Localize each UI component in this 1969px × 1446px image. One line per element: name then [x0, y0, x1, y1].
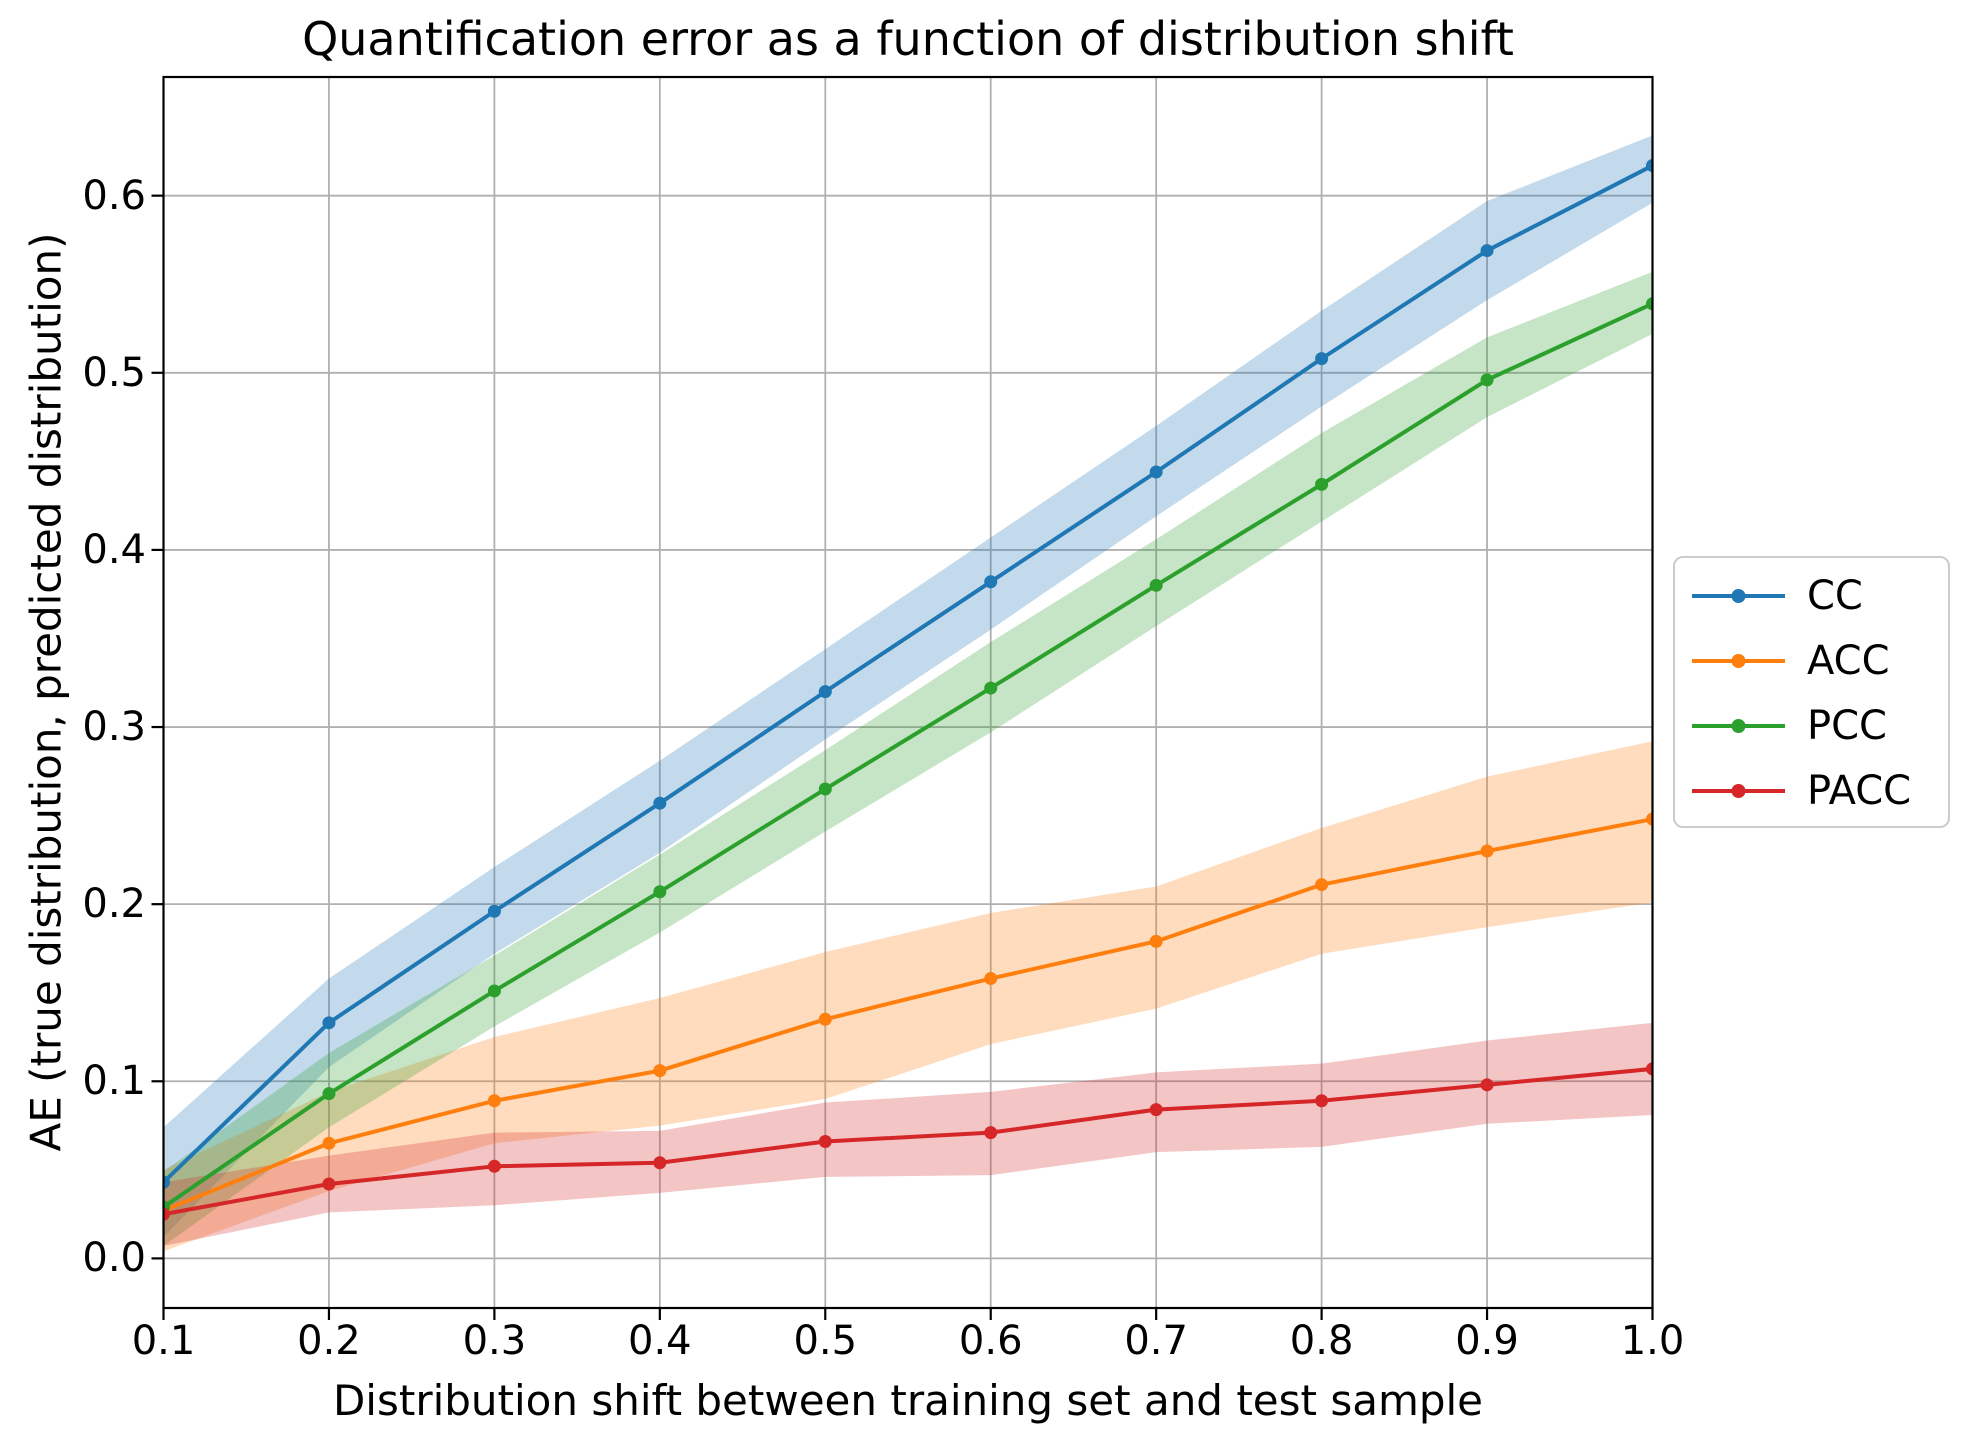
cc-marker: [1646, 159, 1653, 173]
pcc-marker: [1315, 477, 1329, 491]
chart-title: Quantification error as a function of di…: [302, 12, 1514, 66]
x-tick-label: 0.8: [1289, 1318, 1354, 1364]
acc-marker: [984, 972, 998, 986]
legend-label-pcc: PCC: [1807, 702, 1887, 749]
pcc-marker: [1480, 373, 1494, 387]
pcc-marker: [818, 782, 832, 796]
legend-entry-acc: ACC: [1692, 628, 1948, 693]
legend-label-acc: ACC: [1807, 637, 1890, 684]
legend-entry-pacc: PACC: [1692, 758, 1948, 823]
cc-marker: [1480, 244, 1494, 258]
y-tick-label: 0.5: [82, 349, 146, 396]
axes-frame: [151, 75, 1654, 1320]
pcc-line: [163, 301, 1653, 1209]
pacc-marker: [818, 1135, 832, 1149]
y-tick-label: 0.0: [82, 1235, 146, 1282]
x-tick-label: 0.2: [297, 1318, 361, 1364]
pcc-marker: [487, 984, 501, 998]
pcc-marker: [1149, 578, 1163, 592]
legend-marker-dot: [1731, 783, 1746, 798]
pacc-marker: [322, 1177, 336, 1191]
y-tick-label: 0.6: [82, 172, 146, 219]
legend-marker-dot: [1731, 588, 1746, 603]
pcc-marker: [322, 1087, 336, 1101]
legend-marker-dot: [1731, 718, 1746, 733]
legend-label-cc: CC: [1807, 572, 1863, 619]
pcc-marker: [653, 885, 667, 899]
pcc-marker: [984, 681, 998, 695]
x-tick-label: 0.1: [131, 1318, 196, 1364]
confidence-bands: [163, 135, 1653, 1252]
pacc-marker: [1149, 1103, 1163, 1117]
pcc-band: [163, 271, 1653, 1247]
pacc-marker: [653, 1156, 667, 1170]
x-tick-label: 0.7: [1124, 1318, 1188, 1364]
x-tick-label: 0.6: [958, 1318, 1023, 1364]
pacc-line-swatch: [1692, 783, 1785, 798]
cc-band: [163, 135, 1653, 1238]
acc-marker: [322, 1136, 336, 1150]
pacc-marker: [1480, 1078, 1494, 1092]
cc-line: [163, 163, 1653, 1184]
x-tick-label: 0.5: [793, 1318, 858, 1364]
pacc-marker: [984, 1126, 998, 1140]
cc-marker: [163, 1175, 170, 1189]
acc-marker: [1480, 844, 1494, 858]
x-tick-label: 1.0: [1620, 1318, 1685, 1364]
y-tick-label: 0.3: [82, 704, 146, 751]
legend-entry-pcc: PCC: [1692, 693, 1948, 758]
legend: CC ACC PCC PACC: [1673, 556, 1950, 828]
acc-marker: [653, 1064, 667, 1078]
acc-marker: [487, 1094, 501, 1108]
pcc-line-swatch: [1692, 718, 1785, 733]
cc-marker: [322, 1016, 336, 1030]
acc-marker: [1315, 878, 1329, 892]
acc-band: [163, 741, 1653, 1252]
cc-marker: [653, 796, 667, 810]
acc-line: [163, 817, 1653, 1213]
y-tick-label: 0.1: [82, 1058, 146, 1105]
cc-marker: [984, 575, 998, 589]
cc-marker: [487, 904, 501, 918]
legend-label-pacc: PACC: [1807, 767, 1912, 814]
plot-border: [162, 75, 1654, 1310]
y-tick-label: 0.4: [82, 526, 146, 573]
y-tick-label: 0.2: [82, 881, 146, 928]
pacc-marker: [163, 1207, 170, 1221]
x-tick-label: 0.3: [462, 1318, 527, 1364]
cc-marker: [1315, 352, 1329, 366]
cc-marker: [1149, 465, 1163, 479]
pacc-line: [163, 1066, 1653, 1217]
pcc-marker: [1646, 297, 1653, 311]
legend-entry-cc: CC: [1692, 563, 1948, 628]
pacc-marker: [487, 1159, 501, 1173]
acc-marker: [1646, 812, 1653, 826]
pacc-marker: [1646, 1062, 1653, 1076]
acc-marker: [1149, 934, 1163, 948]
pacc-marker: [1315, 1094, 1329, 1108]
x-tick-label: 0.9: [1455, 1318, 1519, 1364]
acc-marker: [818, 1012, 832, 1026]
series-lines: [163, 159, 1653, 1221]
legend-marker-dot: [1731, 653, 1746, 668]
pacc-band: [163, 1022, 1653, 1247]
cc-line-swatch: [1692, 588, 1785, 603]
cc-marker: [818, 685, 832, 699]
x-axis-label: Distribution shift between training set …: [332, 1376, 1484, 1425]
x-tick-label: 0.4: [628, 1318, 692, 1364]
acc-line-swatch: [1692, 653, 1785, 668]
